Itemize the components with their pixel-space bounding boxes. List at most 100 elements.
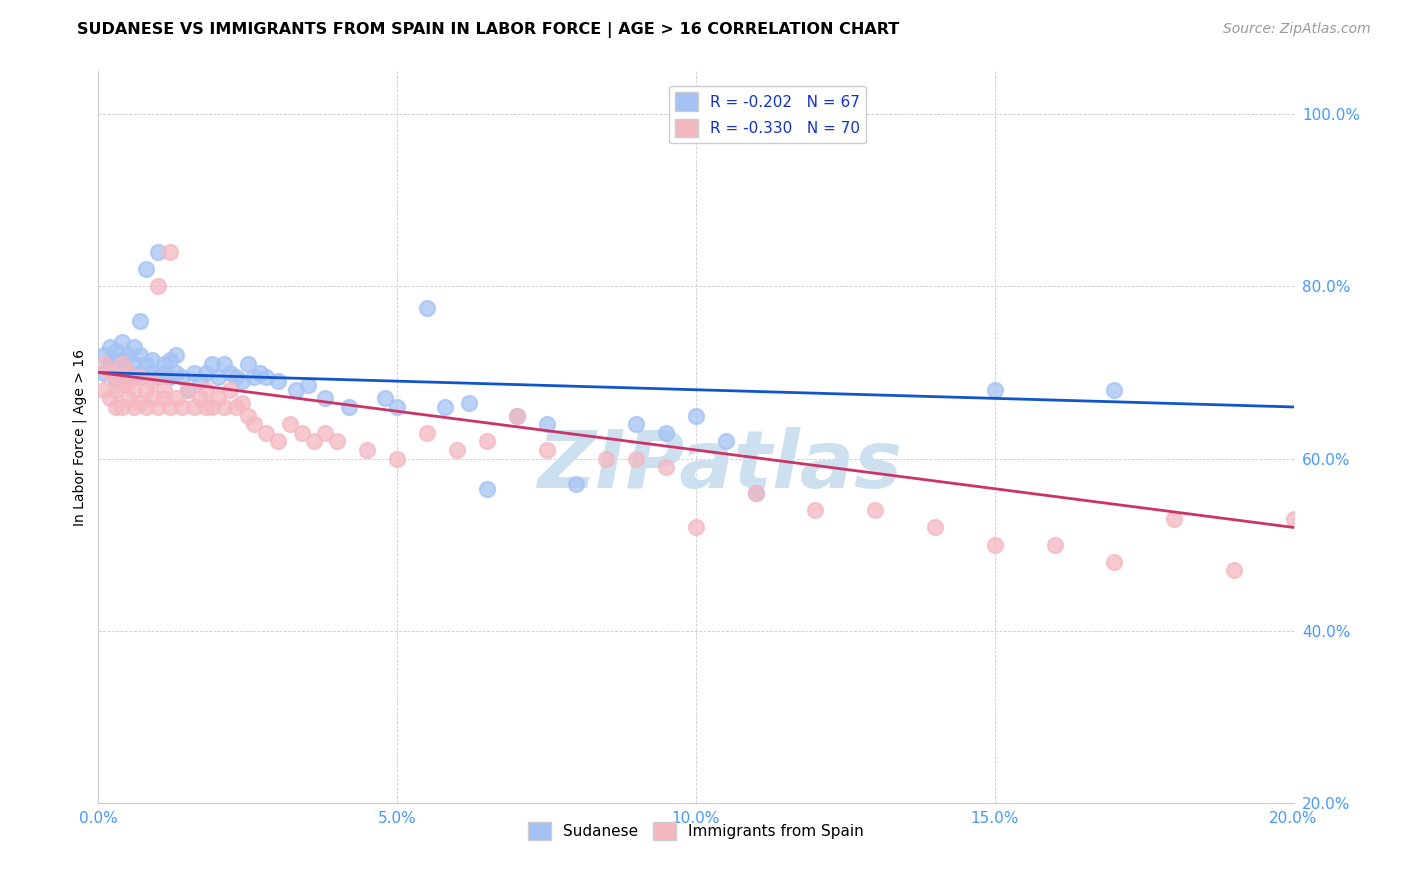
Point (249, 366, 271, 380)
Point (626, 451, 648, 466)
Point (159, 400, 181, 414)
Point (105, 369, 128, 384)
Point (536, 417, 558, 432)
Point (141, 352, 163, 367)
Point (188, 374, 211, 388)
Point (339, 400, 361, 414)
Point (475, 434, 498, 449)
Point (111, 352, 134, 367)
Point (105, 374, 128, 388)
Point (165, 348, 187, 362)
Point (267, 374, 290, 388)
Point (243, 369, 266, 384)
Point (374, 392, 396, 406)
Point (201, 357, 224, 371)
Point (458, 395, 481, 409)
Point (565, 477, 588, 491)
Point (254, 369, 277, 384)
Point (129, 348, 152, 362)
Point (129, 395, 152, 409)
Point (595, 451, 617, 466)
Point (93, 366, 115, 380)
Point (148, 400, 170, 414)
Point (506, 409, 529, 423)
Point (626, 417, 648, 432)
Point (105, 352, 128, 367)
Point (225, 369, 247, 384)
Point (159, 369, 181, 384)
Point (117, 366, 139, 380)
Point (1104, 555, 1126, 569)
Point (1104, 383, 1126, 397)
Point (219, 366, 242, 380)
Point (243, 417, 266, 432)
Point (153, 357, 176, 371)
Point (183, 400, 205, 414)
Point (446, 442, 468, 457)
Point (105, 383, 128, 397)
Point (172, 369, 194, 384)
Point (153, 366, 176, 380)
Point (745, 486, 768, 500)
Point (111, 335, 134, 350)
Point (129, 366, 152, 380)
Point (141, 374, 163, 388)
Point (129, 314, 152, 328)
Point (135, 400, 157, 414)
Point (111, 378, 134, 392)
Point (93, 357, 115, 371)
Point (236, 357, 259, 371)
Point (1282, 512, 1305, 526)
Point (278, 417, 301, 432)
Point (984, 538, 1007, 552)
Point (291, 425, 314, 440)
Point (135, 383, 157, 397)
Point (924, 520, 946, 534)
Point (302, 434, 325, 449)
Point (236, 409, 259, 423)
Point (536, 442, 558, 457)
Point (434, 400, 457, 414)
Point (124, 383, 146, 397)
Point (159, 245, 181, 260)
Point (212, 357, 235, 371)
Point (1043, 538, 1066, 552)
Point (195, 366, 218, 380)
Point (416, 425, 439, 440)
Legend: Sudanese, Immigrants from Spain: Sudanese, Immigrants from Spain (522, 815, 870, 847)
Point (105, 344, 128, 359)
Point (195, 383, 218, 397)
Point (124, 400, 146, 414)
Point (117, 366, 139, 380)
Point (117, 369, 139, 384)
Point (315, 425, 337, 440)
Point (385, 400, 409, 414)
Point (93, 383, 115, 397)
Point (231, 395, 253, 409)
Point (685, 409, 707, 423)
Point (655, 460, 678, 475)
Point (475, 482, 498, 496)
Point (153, 383, 176, 397)
Point (984, 383, 1007, 397)
Point (111, 361, 134, 376)
Point (207, 392, 229, 406)
Point (124, 340, 146, 354)
Point (165, 392, 187, 406)
Point (219, 383, 242, 397)
Point (177, 383, 200, 397)
Point (685, 520, 707, 534)
Point (207, 369, 229, 384)
Point (172, 400, 194, 414)
Point (714, 434, 737, 449)
Text: SUDANESE VS IMMIGRANTS FROM SPAIN IN LABOR FORCE | AGE > 16 CORRELATION CHART: SUDANESE VS IMMIGRANTS FROM SPAIN IN LAB… (77, 22, 900, 38)
Point (195, 400, 218, 414)
Point (148, 279, 170, 293)
Point (225, 400, 247, 414)
Point (98, 392, 122, 406)
Point (1163, 512, 1185, 526)
Point (297, 378, 319, 392)
Point (416, 301, 439, 315)
Point (865, 503, 887, 517)
Point (148, 245, 170, 260)
